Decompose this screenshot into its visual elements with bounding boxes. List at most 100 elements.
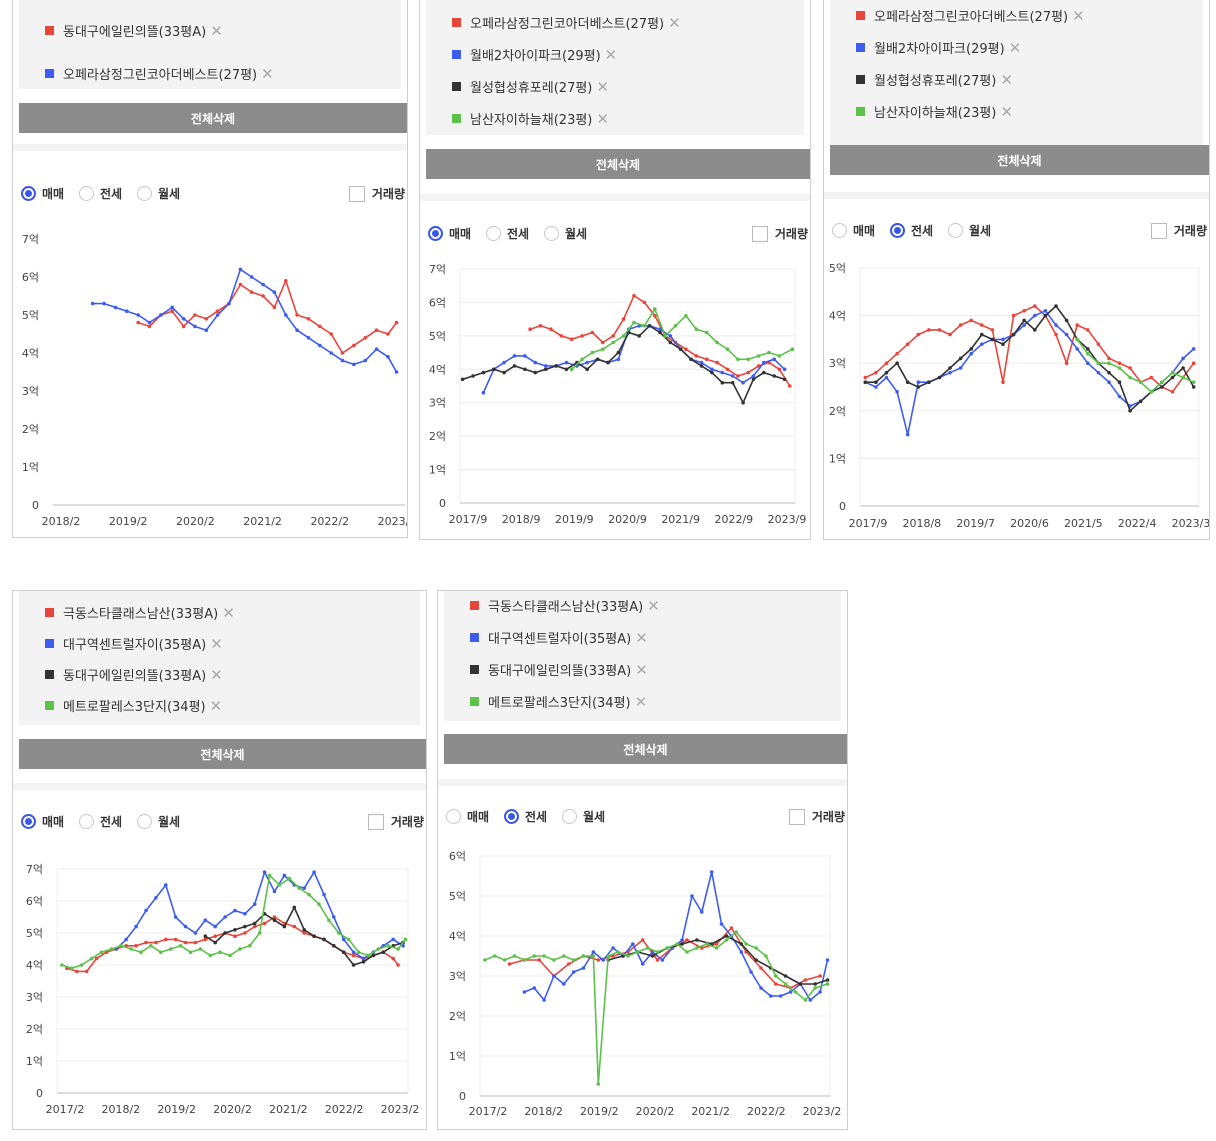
radio-indicator[interactable] [428, 226, 443, 241]
data-point [637, 334, 641, 338]
remove-icon[interactable]: ✕ [1000, 70, 1013, 89]
legend-color-swatch [45, 639, 54, 648]
volume-checkbox[interactable]: 거래량 [751, 225, 808, 242]
radio-monthly[interactable]: 월세 [544, 225, 587, 242]
radio-monthly[interactable]: 월세 [948, 222, 991, 239]
legend-box: 동대구에일린의뜰(33평A) ✕ 오페라삼정그린코아더베스트(27평) ✕ [19, 0, 401, 89]
data-point [352, 362, 356, 367]
data-point [113, 305, 118, 310]
x-tick-label: 2018/2 [524, 1105, 563, 1118]
legend-label: 대구역센트럴자이(35평A) [63, 638, 207, 653]
data-point [134, 944, 138, 948]
checkbox-box[interactable] [367, 813, 384, 830]
data-point [754, 958, 758, 962]
series-group [114, 870, 405, 961]
radio-monthly[interactable]: 월세 [562, 808, 605, 825]
data-point [611, 334, 615, 338]
checkbox-box[interactable] [751, 225, 768, 242]
data-point [611, 946, 615, 950]
radio-indicator[interactable] [137, 814, 152, 829]
legend-box: 오페라삼정그린코아더베스트(27평) ✕ 월배2차아이파크(29평) ✕ 월성협성휴포레… [830, 0, 1203, 147]
clear-all-button[interactable]: 전체삭제 [444, 734, 847, 764]
radio-indicator[interactable] [79, 814, 94, 829]
data-point [668, 334, 673, 338]
radio-sale[interactable]: 매매 [21, 813, 64, 830]
radio-indicator[interactable] [890, 223, 905, 238]
data-point [1138, 380, 1143, 385]
volume-checkbox[interactable]: 거래량 [367, 813, 424, 830]
remove-icon[interactable]: ✕ [1072, 6, 1085, 25]
data-point [532, 954, 536, 958]
data-point [813, 982, 817, 986]
data-point [249, 290, 254, 295]
clear-all-button[interactable]: 전체삭제 [426, 149, 810, 179]
data-point [1181, 366, 1185, 370]
legend-color-swatch [452, 82, 461, 91]
data-point [1107, 370, 1111, 375]
clear-all-button[interactable]: 전체삭제 [830, 145, 1209, 175]
y-tick-label: 1억 [829, 452, 846, 465]
radio-jeonse[interactable]: 전세 [79, 813, 122, 830]
radio-indicator[interactable] [832, 223, 847, 238]
volume-checkbox[interactable]: 거래량 [1150, 222, 1207, 239]
radio-indicator[interactable] [544, 226, 559, 241]
line-chart: 0 1억 2억 3억 4억 5억 6억 7억 2018/2 2019/2 2020/2 2021/2 2… [22, 233, 407, 528]
data-point [243, 924, 247, 929]
remove-icon[interactable]: ✕ [209, 696, 223, 715]
data-point [1033, 313, 1037, 318]
radio-indicator[interactable] [79, 186, 94, 201]
clear-all-button[interactable]: 전체삭제 [19, 103, 407, 133]
remove-icon[interactable]: ✕ [1000, 102, 1013, 121]
radio-indicator[interactable] [562, 809, 577, 824]
checkbox-box[interactable] [1150, 222, 1167, 239]
radio-indicator[interactable] [948, 223, 963, 238]
remove-icon[interactable]: ✕ [634, 692, 648, 711]
checkbox-box[interactable] [348, 185, 365, 202]
radio-monthly[interactable]: 월세 [137, 185, 180, 202]
remove-icon[interactable]: ✕ [647, 596, 660, 615]
volume-checkbox[interactable]: 거래량 [348, 185, 405, 202]
remove-icon[interactable]: ✕ [635, 628, 648, 647]
data-point [1107, 380, 1111, 385]
remove-icon[interactable]: ✕ [210, 634, 223, 653]
radio-indicator[interactable] [486, 226, 501, 241]
radio-jeonse[interactable]: 전세 [486, 225, 529, 242]
remove-icon[interactable]: ✕ [668, 13, 681, 32]
radio-jeonse[interactable]: 전세 [79, 185, 122, 202]
radio-label: 전세 [911, 224, 934, 238]
series-group [460, 324, 787, 405]
legend-item: 월성협성휴포레(27평) ✕ [856, 70, 1013, 89]
radio-jeonse[interactable]: 전세 [890, 222, 933, 239]
data-point [340, 351, 345, 355]
remove-icon[interactable]: ✕ [596, 109, 609, 128]
radio-jeonse[interactable]: 전세 [504, 808, 547, 825]
remove-icon[interactable]: ✕ [261, 64, 274, 83]
remove-icon[interactable]: ✕ [596, 77, 609, 96]
remove-icon[interactable]: ✕ [210, 21, 223, 40]
clear-all-button[interactable]: 전체삭제 [19, 739, 426, 769]
radio-indicator[interactable] [504, 809, 519, 824]
data-point [798, 982, 803, 986]
remove-icon[interactable]: ✕ [604, 45, 618, 64]
checkbox-box[interactable] [788, 808, 805, 825]
radio-indicator[interactable] [137, 186, 152, 201]
remove-icon[interactable]: ✕ [1008, 38, 1022, 57]
remove-icon[interactable]: ✕ [210, 665, 223, 684]
radio-sale[interactable]: 매매 [832, 222, 875, 239]
data-point [884, 375, 889, 380]
remove-icon[interactable]: ✕ [222, 603, 235, 622]
data-point [340, 358, 345, 363]
radio-indicator[interactable] [21, 814, 36, 829]
radio-sale[interactable]: 매매 [428, 225, 471, 242]
data-point [203, 918, 208, 922]
remove-icon[interactable]: ✕ [635, 660, 648, 679]
volume-checkbox[interactable]: 거래량 [788, 808, 845, 825]
radio-indicator[interactable] [446, 809, 461, 824]
radio-sale[interactable]: 매매 [21, 185, 64, 202]
radio-indicator[interactable] [21, 186, 36, 201]
radio-label: 월세 [565, 227, 588, 241]
radio-monthly[interactable]: 월세 [137, 813, 180, 830]
data-point [948, 332, 952, 337]
radio-sale[interactable]: 매매 [446, 808, 489, 825]
data-point [803, 978, 808, 982]
